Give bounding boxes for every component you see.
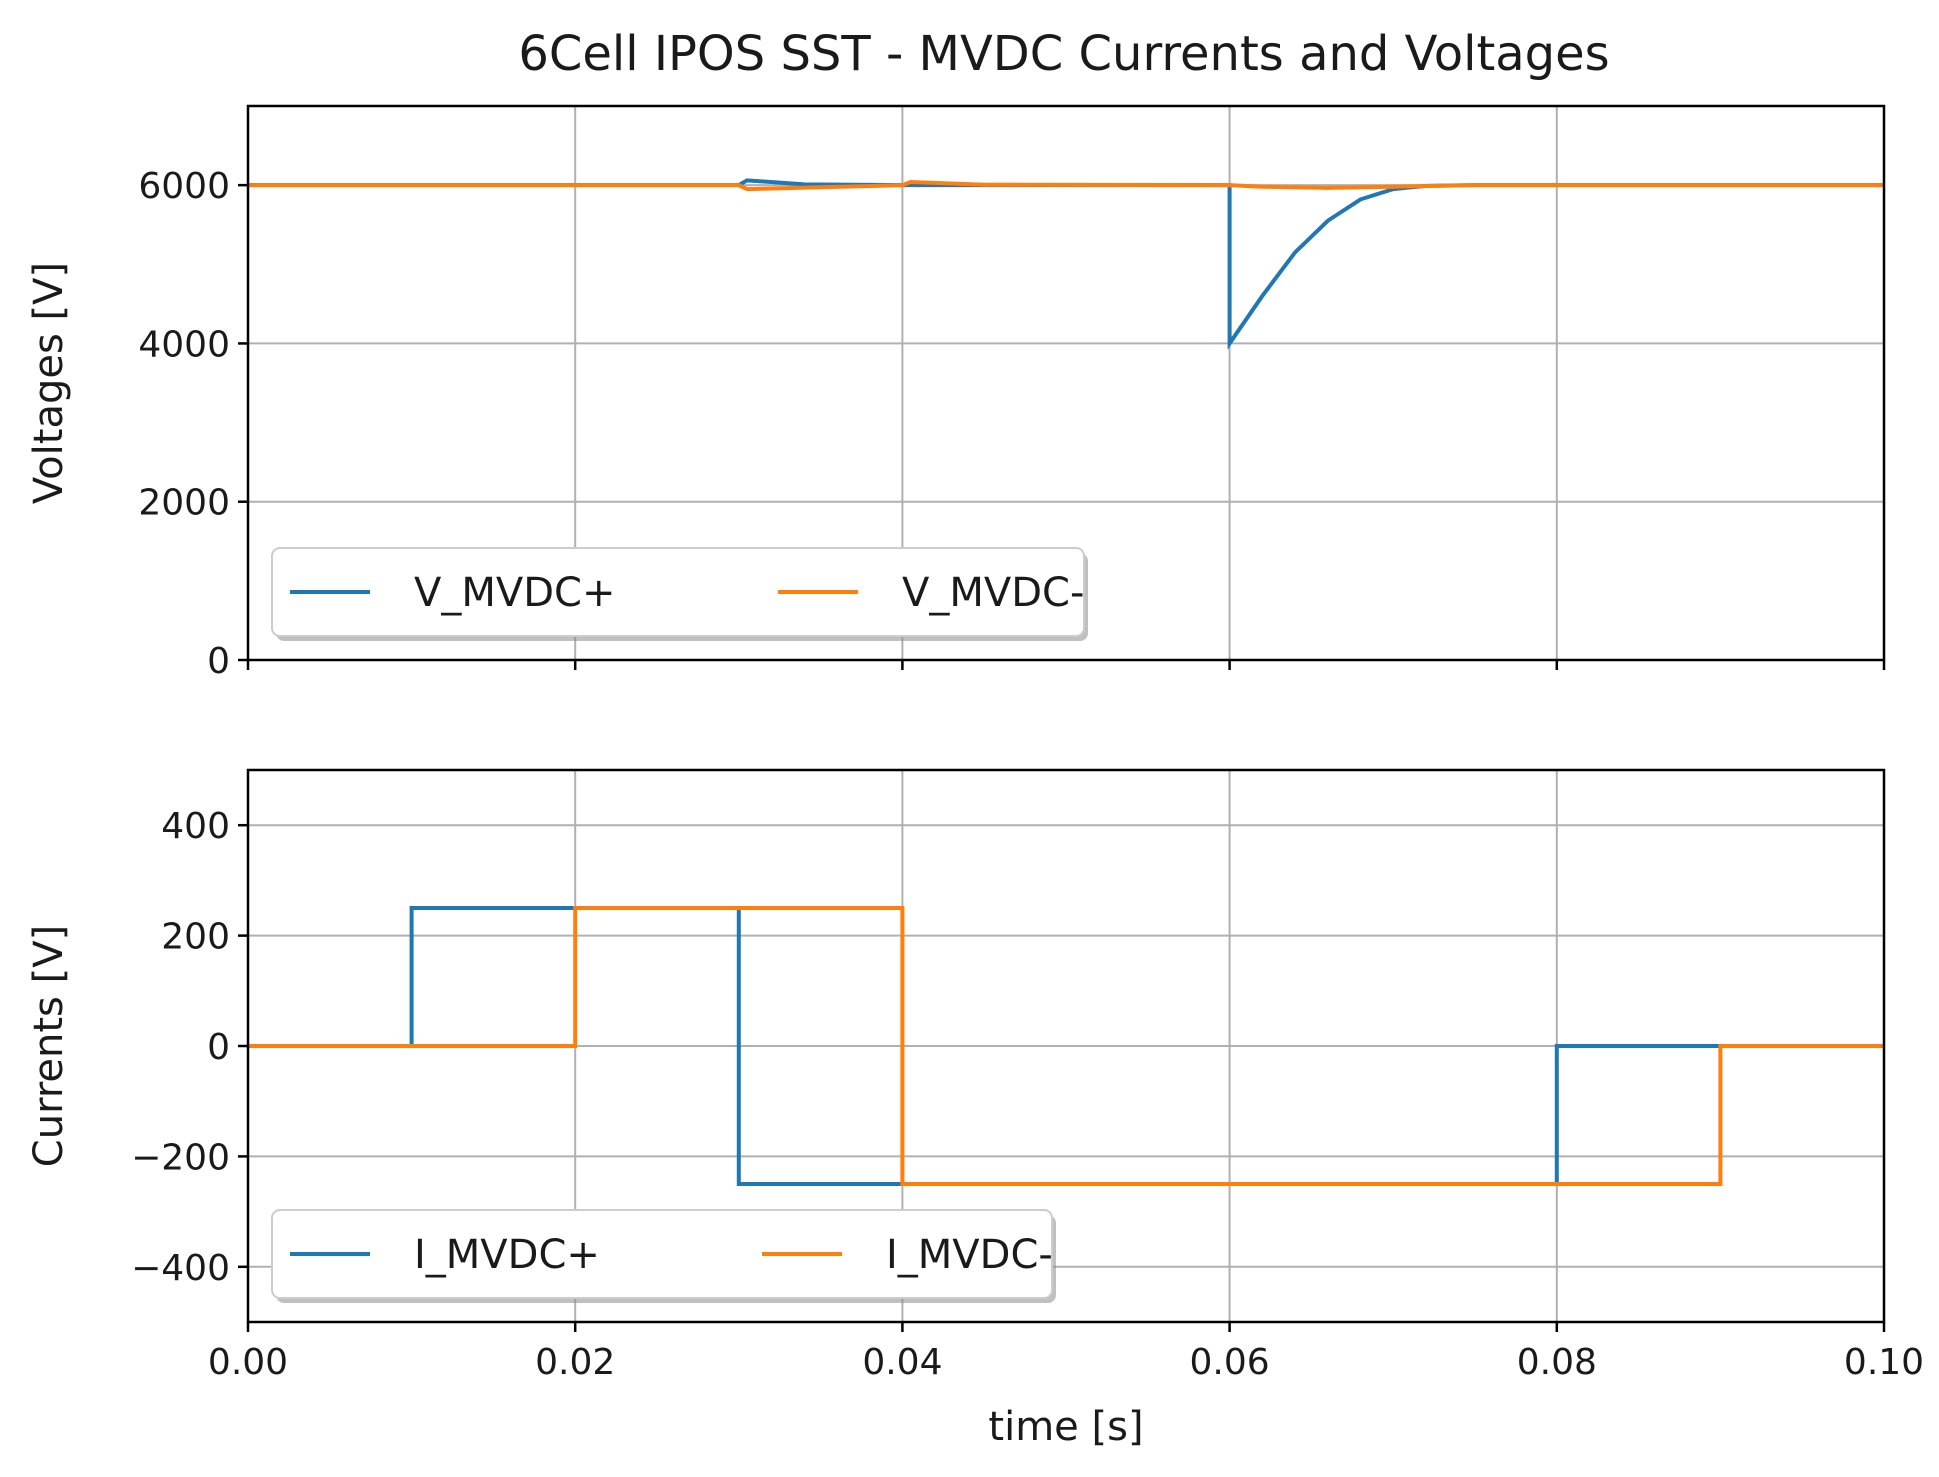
current-panel: 0.00 0.02 0.04 0.06 0.08 0.10 −400 −200 0 200 400 C…	[26, 768, 1924, 1450]
y-tick-label: 4000	[138, 324, 230, 365]
y-tick-label: 2000	[138, 483, 230, 524]
legend-label: V_MVDC-	[902, 570, 1084, 616]
x-tick-label: 0.08	[1517, 1342, 1597, 1383]
series-group	[248, 178, 1884, 350]
axes-frame	[246, 104, 1886, 662]
figure-title: 6Cell IPOS SST - MVDC Currents and Volta…	[518, 26, 1609, 82]
legend: I_MVDC+ I_MVDC-	[271, 1209, 1056, 1303]
series-line-V_MVDC-	[248, 179, 1884, 192]
y-tick-label: 6000	[138, 166, 230, 207]
series-line-V_MVDC+	[248, 178, 1884, 350]
y-tick-label: 200	[161, 917, 230, 958]
y-tick-label: 0	[207, 1027, 230, 1068]
x-tick-label: 0.06	[1190, 1342, 1270, 1383]
x-tick-label: 0.10	[1844, 1342, 1924, 1383]
legend-label: I_MVDC-	[886, 1232, 1053, 1278]
x-tick-label: 0.04	[862, 1342, 942, 1383]
y-tick-label: −200	[131, 1137, 230, 1178]
voltage-panel: 0 2000 4000 6000 Voltages [V] V_MVDC+ V_MVDC-	[26, 104, 1886, 682]
y-tick-label: 0	[207, 641, 230, 682]
legend-box	[271, 1209, 1053, 1299]
legend-label: I_MVDC+	[414, 1232, 600, 1278]
y-tick-label: 400	[161, 806, 230, 847]
series-group	[248, 906, 1884, 1186]
x-tick-label: 0.00	[208, 1342, 288, 1383]
y-tick-label: −400	[131, 1248, 230, 1289]
x-axis-label: time [s]	[988, 1404, 1143, 1450]
y-axis-label: Voltages [V]	[26, 262, 72, 504]
legend: V_MVDC+ V_MVDC-	[271, 547, 1088, 641]
series-line-I_MVDC-	[248, 906, 1884, 1186]
legend-label: V_MVDC+	[414, 570, 615, 616]
legend-box	[271, 547, 1085, 637]
x-tick-label: 0.02	[535, 1342, 615, 1383]
y-axis-label: Currents [V]	[26, 925, 72, 1167]
series-line-I_MVDC+	[248, 906, 1884, 1186]
